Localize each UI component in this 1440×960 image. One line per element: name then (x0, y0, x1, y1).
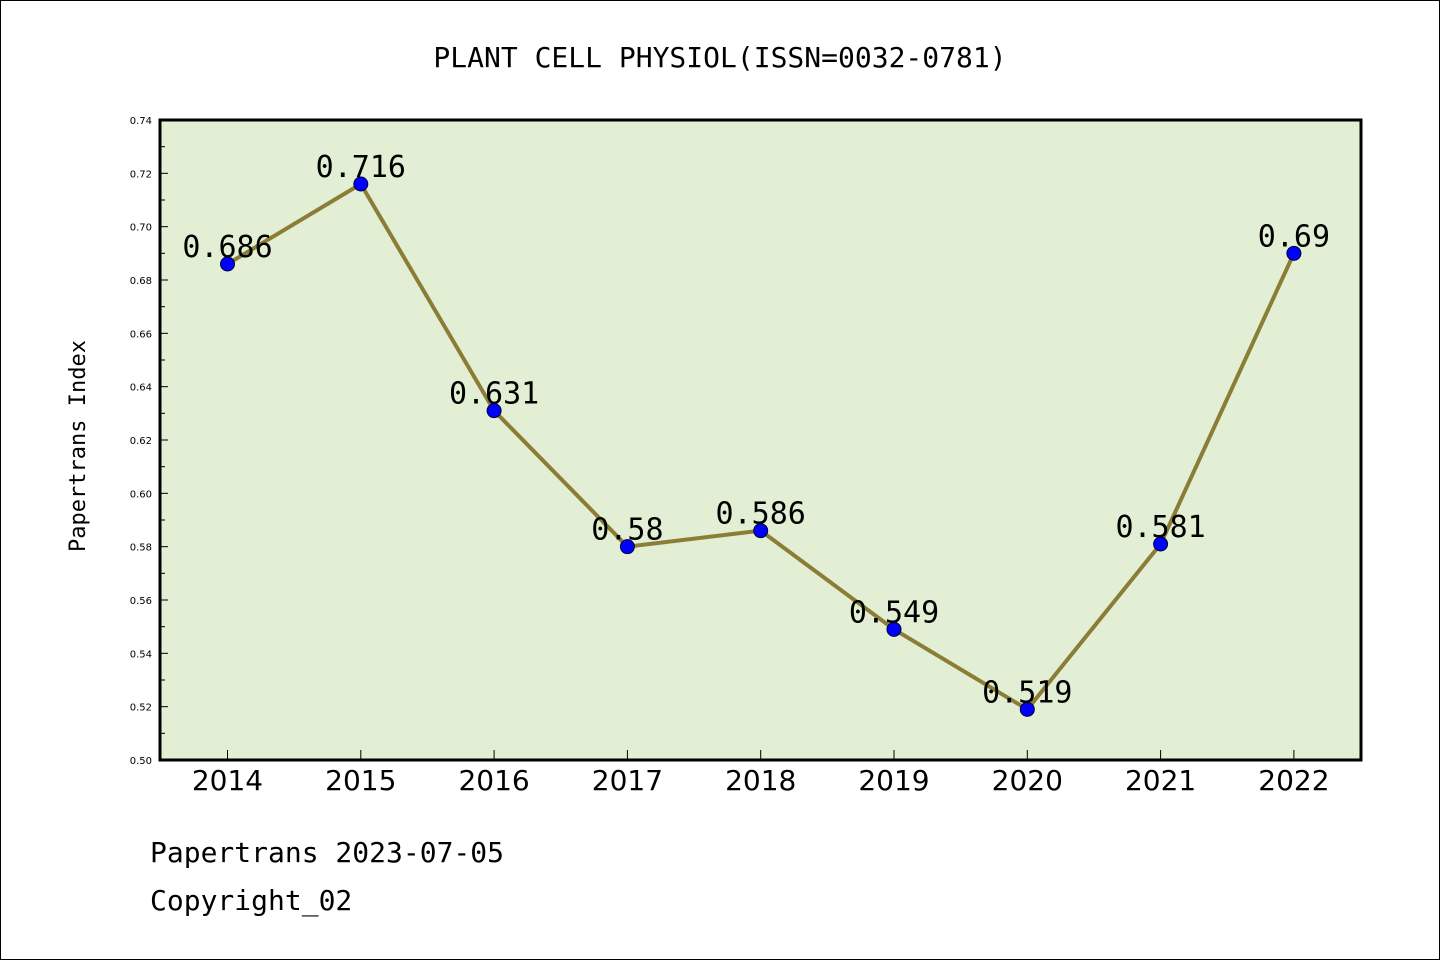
footer-copyright: Copyright_02 (150, 884, 353, 917)
data-label: 0.686 (182, 230, 272, 265)
data-point (353, 176, 369, 192)
data-point (1019, 701, 1035, 717)
y-tick-label: 0.64 (130, 383, 152, 394)
y-tick-label: 0.74 (130, 116, 152, 127)
data-point (753, 523, 769, 539)
data-label: 0.519 (982, 675, 1072, 710)
data-point (1153, 536, 1169, 552)
y-tick-label: 0.56 (130, 596, 152, 607)
x-tick-label: 2022 (1258, 764, 1329, 797)
data-label: 0.58 (591, 513, 663, 548)
y-tick-label: 0.66 (130, 329, 152, 340)
footer-date: Papertrans 2023-07-05 (150, 836, 505, 869)
x-tick-label: 2015 (325, 764, 396, 797)
x-tick-label: 2019 (858, 764, 929, 797)
x-tick-label: 2014 (192, 764, 263, 797)
plot-area (158, 118, 1363, 762)
x-tick-label: 2021 (1125, 764, 1196, 797)
y-tick-label: 0.50 (130, 756, 152, 767)
x-axis-ticks: 2014 2015 2016 2017 2018 2019 2020 2021 2022 (192, 750, 1330, 797)
y-tick-label: 0.54 (130, 649, 152, 660)
data-label: 0.69 (1258, 219, 1330, 254)
y-tick-label: 0.62 (130, 436, 152, 447)
data-point (619, 539, 635, 555)
y-tick-label: 0.72 (130, 169, 152, 180)
data-label: 0.581 (1115, 510, 1205, 545)
data-point (886, 621, 902, 637)
data-label: 0.631 (449, 377, 539, 412)
x-tick-label: 2016 (458, 764, 529, 797)
y-tick-label: 0.68 (130, 276, 152, 287)
y-tick-label: 0.58 (130, 543, 152, 554)
y-axis-label: Papertrans Index (66, 340, 91, 552)
data-label: 0.586 (716, 497, 806, 532)
y-tick-label: 0.70 (130, 223, 152, 234)
chart-title: PLANT CELL PHYSIOL(ISSN=0032-0781) (433, 41, 1006, 74)
data-point (1286, 245, 1302, 261)
data-point (220, 256, 235, 272)
x-tick-label: 2018 (725, 764, 796, 797)
data-point (486, 403, 502, 419)
x-tick-label: 2017 (592, 764, 663, 797)
x-tick-label: 2020 (992, 764, 1063, 797)
y-tick-label: 0.60 (130, 489, 152, 500)
y-tick-label: 0.52 (130, 703, 152, 714)
y-axis-ticks: 0.50 0.52 0.54 0.56 0.58 0.60 0.62 0.64 0.66 0.68… (130, 116, 168, 767)
data-label: 0.716 (316, 150, 406, 185)
data-label: 0.549 (849, 595, 939, 630)
data-series: 0.686 0.716 0.631 0.58 0.586 0.549 0.519 0.581 0… (182, 150, 1330, 717)
